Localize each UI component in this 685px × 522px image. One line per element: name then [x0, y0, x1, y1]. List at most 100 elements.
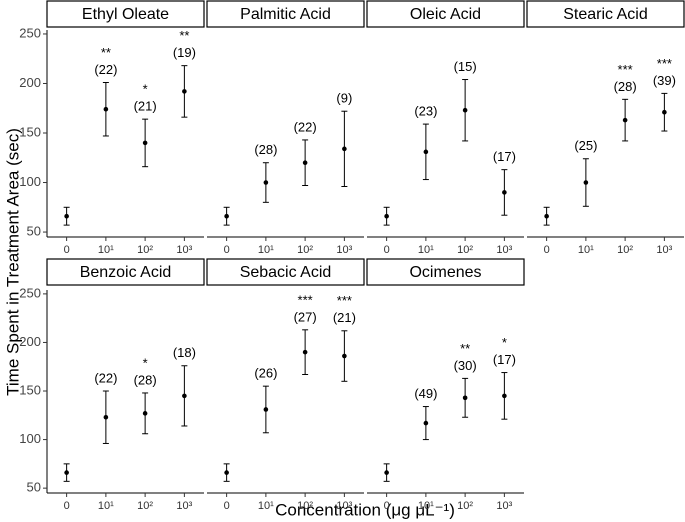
x-tick-label: 10¹	[418, 244, 434, 256]
mean-point	[502, 190, 507, 195]
sig-label: **	[179, 28, 189, 43]
x-tick-label: 10³	[176, 244, 192, 256]
x-tick-label: 10¹	[98, 244, 114, 256]
y-tick-label: 150	[19, 124, 41, 139]
sig-label: ***	[618, 62, 633, 77]
strip	[46, 0, 205, 28]
mean-point	[462, 107, 468, 113]
n-label: (28)	[134, 372, 157, 387]
y-tick-label: 50	[27, 223, 41, 238]
n-label: (21)	[134, 99, 157, 114]
y-tick-label: 100	[19, 431, 41, 446]
sig-label: ***	[657, 56, 672, 71]
mean-point	[583, 180, 589, 185]
y-tick-label: 100	[19, 174, 41, 189]
mean-point	[342, 146, 347, 152]
n-label: (22)	[294, 119, 317, 134]
x-tick-label: 10¹	[98, 500, 114, 512]
n-label: (21)	[333, 310, 356, 325]
n-label: (19)	[173, 45, 196, 60]
x-tick-label: 10²	[297, 500, 313, 512]
panel-title: Benzoic Acid	[80, 264, 172, 281]
strip	[206, 0, 365, 28]
n-label: (9)	[336, 91, 352, 106]
sig-label: *	[143, 82, 148, 97]
x-tick-label: 10³	[656, 244, 672, 256]
n-label: (27)	[294, 309, 317, 324]
panel-title: Ethyl Oleate	[82, 6, 169, 23]
mean-point	[64, 470, 69, 475]
y-tick-label: 150	[19, 382, 41, 397]
x-tick-label: 0	[224, 500, 230, 512]
x-tick-label: 10²	[457, 500, 473, 512]
x-tick-label: 10²	[297, 244, 313, 256]
mean-point	[302, 160, 308, 166]
x-tick-label: 10³	[496, 500, 512, 512]
mean-point	[64, 213, 69, 219]
x-tick-label: 10²	[617, 244, 633, 256]
x-tick-label: 10¹	[578, 244, 594, 256]
mean-point	[142, 411, 148, 416]
mean-point	[103, 106, 109, 112]
mean-point	[103, 414, 109, 420]
x-tick-label: 10³	[496, 244, 512, 256]
n-label: (17)	[493, 352, 516, 367]
n-label: (28)	[614, 79, 637, 94]
n-label: (39)	[653, 73, 676, 88]
mean-point	[342, 353, 347, 359]
mean-point	[384, 213, 389, 219]
x-tick-label: 0	[224, 244, 230, 256]
n-label: (18)	[173, 345, 196, 360]
sig-label: ***	[337, 293, 352, 308]
sig-label: *	[143, 355, 148, 370]
strip	[366, 258, 525, 286]
mean-point	[423, 420, 429, 426]
n-label: (23)	[414, 104, 437, 119]
y-axis-title: Time Spent in Treatment Area (sec)	[3, 128, 22, 396]
x-tick-label: 10¹	[418, 500, 434, 512]
n-label: (30)	[454, 358, 477, 373]
sig-label: *	[502, 335, 507, 350]
mean-point	[224, 470, 229, 475]
y-tick-label: 250	[19, 25, 41, 40]
n-label: (49)	[414, 386, 437, 401]
n-label: (26)	[254, 366, 277, 381]
n-label: (22)	[94, 62, 117, 77]
strip	[46, 258, 205, 286]
mean-point	[142, 140, 148, 146]
strip	[206, 258, 365, 286]
mean-point	[224, 213, 229, 219]
x-tick-label: 0	[64, 500, 70, 512]
mean-point	[662, 109, 667, 115]
n-label: (25)	[574, 138, 597, 153]
mean-point	[302, 349, 308, 355]
mean-point	[544, 213, 549, 219]
n-label: (22)	[94, 370, 117, 385]
sig-label: **	[101, 45, 111, 60]
x-tick-label: 10³	[176, 500, 192, 512]
x-tick-label: 0	[64, 244, 70, 256]
x-tick-label: 10¹	[258, 500, 274, 512]
sig-label: **	[460, 341, 470, 356]
mean-point	[263, 407, 269, 412]
n-label: (15)	[454, 59, 477, 74]
panel-title: Oleic Acid	[410, 6, 481, 23]
n-label: (28)	[254, 142, 277, 157]
y-tick-label: 50	[27, 480, 41, 495]
mean-point	[462, 395, 468, 401]
mean-point	[502, 393, 507, 399]
x-tick-label: 0	[384, 244, 390, 256]
panel-title: Sebacic Acid	[240, 264, 332, 281]
sig-label: ***	[298, 292, 313, 307]
y-tick-label: 200	[19, 334, 41, 349]
x-tick-label: 10²	[457, 244, 473, 256]
panel-title: Palmitic Acid	[240, 6, 331, 23]
y-tick-label: 250	[19, 285, 41, 300]
mean-point	[182, 393, 187, 399]
strip	[366, 0, 525, 28]
x-tick-label: 0	[544, 244, 550, 256]
x-tick-label: 10²	[137, 244, 153, 256]
x-tick-label: 10³	[336, 500, 352, 512]
panel-title: Stearic Acid	[563, 6, 647, 23]
